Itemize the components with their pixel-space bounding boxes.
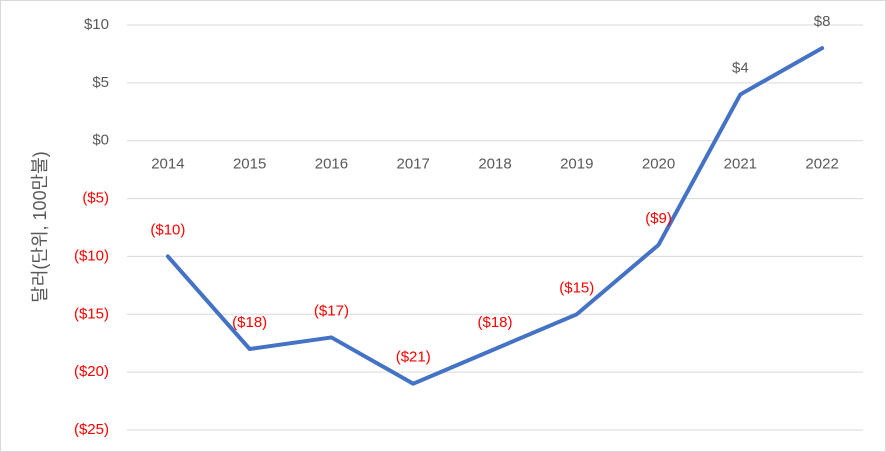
y-tick-label: ($15) (74, 305, 109, 322)
data-label: ($18) (477, 314, 512, 331)
data-label: ($9) (645, 210, 672, 227)
x-tick-label: 2018 (478, 156, 511, 173)
data-label: ($10) (150, 221, 185, 238)
x-tick-label: 2015 (233, 156, 266, 173)
data-label: ($18) (232, 314, 267, 331)
data-label: $4 (732, 59, 749, 76)
x-axis-ticks: 2014 2015 2016 2017 2018 2019 2020 2021 2022 (151, 156, 839, 173)
y-tick-label: ($5) (82, 190, 109, 207)
y-tick-label: ($10) (74, 247, 109, 264)
data-label: $8 (814, 13, 831, 30)
data-label: ($21) (396, 349, 431, 366)
y-tick-label: $5 (92, 74, 109, 91)
x-tick-label: 2016 (315, 156, 348, 173)
y-tick-label: $0 (92, 132, 109, 149)
series-line (165, 46, 825, 386)
y-tick-label: $10 (84, 16, 109, 33)
data-label: ($15) (559, 279, 594, 296)
y-tick-label: ($25) (74, 421, 109, 438)
gridlines (127, 24, 863, 431)
data-label: ($17) (314, 302, 349, 319)
x-tick-label: 2021 (724, 156, 757, 173)
x-tick-label: 2019 (560, 156, 593, 173)
series-layer (165, 46, 825, 386)
x-tick-label: 2022 (805, 156, 838, 173)
x-tick-label: 2020 (642, 156, 675, 173)
x-tick-label: 2017 (397, 156, 430, 173)
y-tick-label: ($20) (74, 363, 109, 380)
x-tick-label: 2014 (151, 156, 184, 173)
y-axis-ticks: $10 $5 $0 ($5) ($10) ($15) ($20) ($25) (74, 16, 109, 438)
data-labels: ($10) ($18) ($17) ($21) ($18) ($15) ($9) $4 $8 (150, 13, 830, 366)
y-axis-title: 달러(단위, 100만불) (30, 151, 50, 302)
